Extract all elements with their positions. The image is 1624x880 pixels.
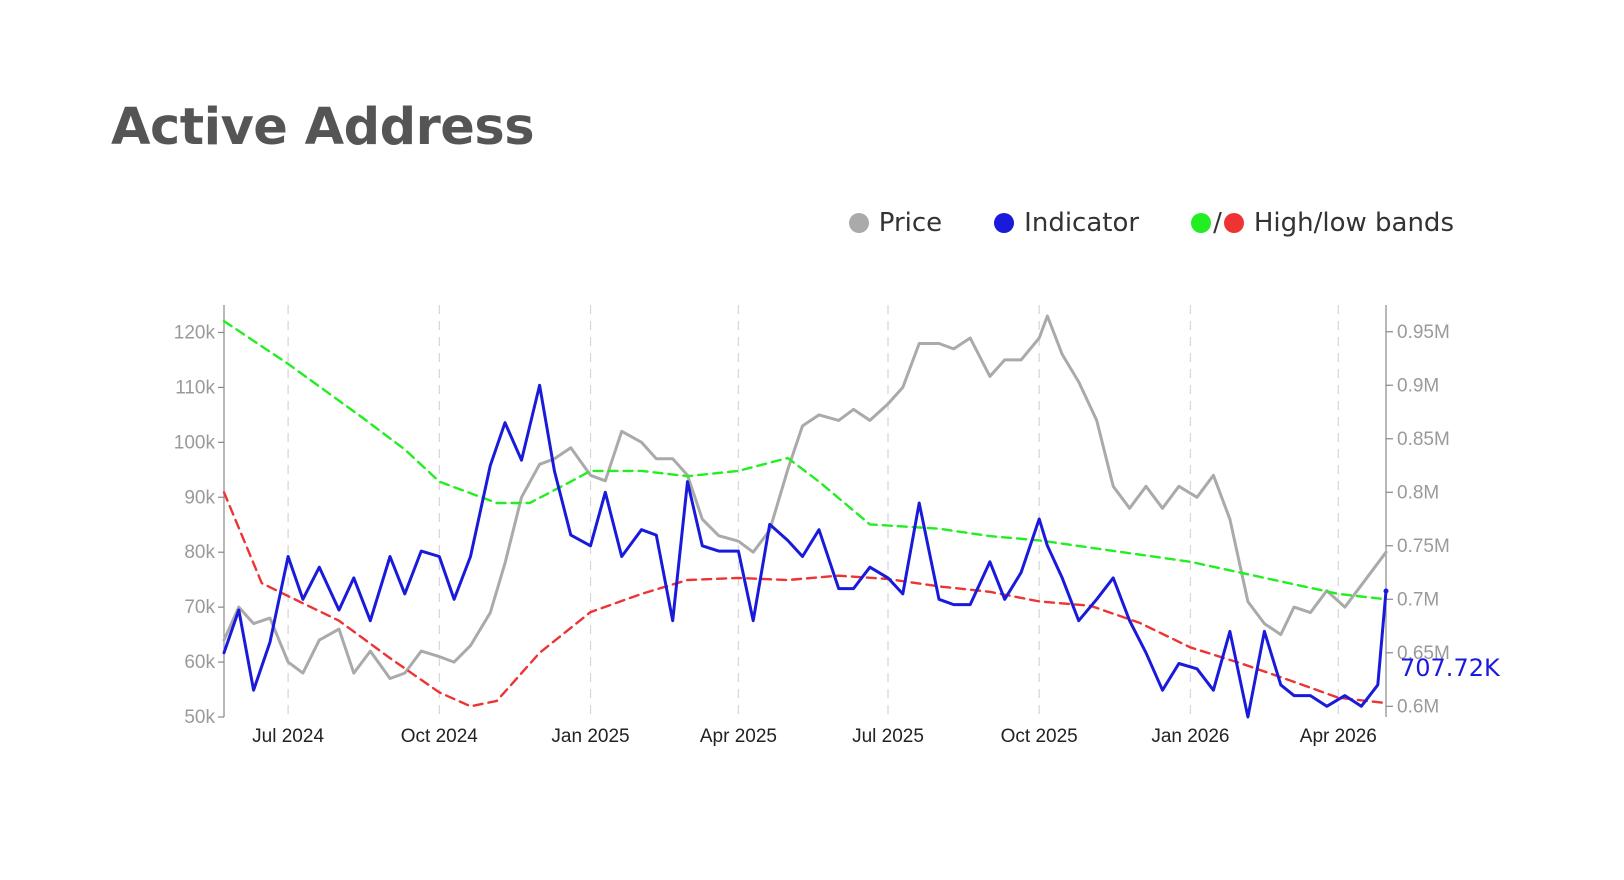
legend-dot-low-band	[1223, 213, 1244, 233]
legend-label-indicator: Indicator	[1024, 208, 1140, 238]
legend: Price Indicator / High/low bands	[848, 208, 1454, 238]
legend-item-price[interactable]: Price	[848, 208, 943, 238]
chart-title: Active Address	[111, 98, 535, 157]
y-right-tick-label: 0.6M	[1397, 696, 1439, 717]
legend-dot-price	[848, 213, 869, 233]
x-tick-label: Oct 2025	[1001, 726, 1078, 747]
y-right-tick-label: 0.7M	[1397, 589, 1439, 610]
legend-dot-indicator	[994, 213, 1015, 233]
label-layer: 707.72K	[1383, 588, 1501, 682]
series-low-band-line	[222, 491, 1388, 708]
legend-item-bands[interactable]: / High/low bands	[1191, 208, 1454, 238]
legend-slash: /	[1213, 208, 1222, 238]
y-right-tick-label: 0.75M	[1397, 536, 1450, 557]
y-left-tick-label: 100k	[174, 432, 216, 453]
series-layer	[222, 314, 1388, 719]
y-left-tick-label: 60k	[184, 652, 215, 673]
y-right-tick-label: 0.9M	[1397, 375, 1439, 396]
x-tick-label: Oct 2024	[401, 726, 479, 747]
x-tick-label: Jul 2024	[252, 726, 324, 747]
legend-label-price: Price	[878, 208, 943, 238]
x-tick-label: Jul 2025	[852, 726, 924, 747]
y-left-tick-label: 110k	[175, 377, 215, 398]
y-right-tick-label: 0.85M	[1397, 429, 1450, 450]
series-price-line	[222, 314, 1388, 680]
y-left-tick-label: 80k	[184, 542, 215, 563]
y-left-tick-label: 120k	[174, 322, 216, 343]
y-right-tick-label: 0.95M	[1397, 322, 1450, 343]
legend-dot-high-band	[1191, 213, 1212, 233]
y-left-tick-label: 90k	[184, 487, 215, 508]
legend-label-bands: High/low bands	[1253, 208, 1454, 238]
legend-item-indicator[interactable]: Indicator	[994, 208, 1139, 238]
x-tick-label: Apr 2025	[700, 726, 777, 747]
legend-dots-bands: /	[1191, 208, 1244, 238]
axes-layer: Jul 2024 Oct 2024 Jan 2025 Apr 2025 Jul 2025…	[174, 305, 1450, 747]
y-left-tick-label: 70k	[184, 597, 215, 618]
series-high-band-line	[222, 319, 1388, 601]
series-indicator-line	[222, 383, 1388, 719]
y-right-tick-label: 0.65M	[1397, 643, 1450, 664]
x-tick-label: Jan 2025	[551, 726, 629, 747]
last-value-marker	[1383, 588, 1389, 594]
y-left-tick-label: 50k	[184, 707, 215, 728]
last-value-label: 707.72K	[1400, 654, 1501, 682]
x-tick-label: Apr 2026	[1300, 726, 1377, 747]
grid-layer	[287, 305, 1339, 717]
y-right-tick-label: 0.8M	[1397, 482, 1439, 503]
x-tick-label: Jan 2026	[1151, 726, 1229, 747]
